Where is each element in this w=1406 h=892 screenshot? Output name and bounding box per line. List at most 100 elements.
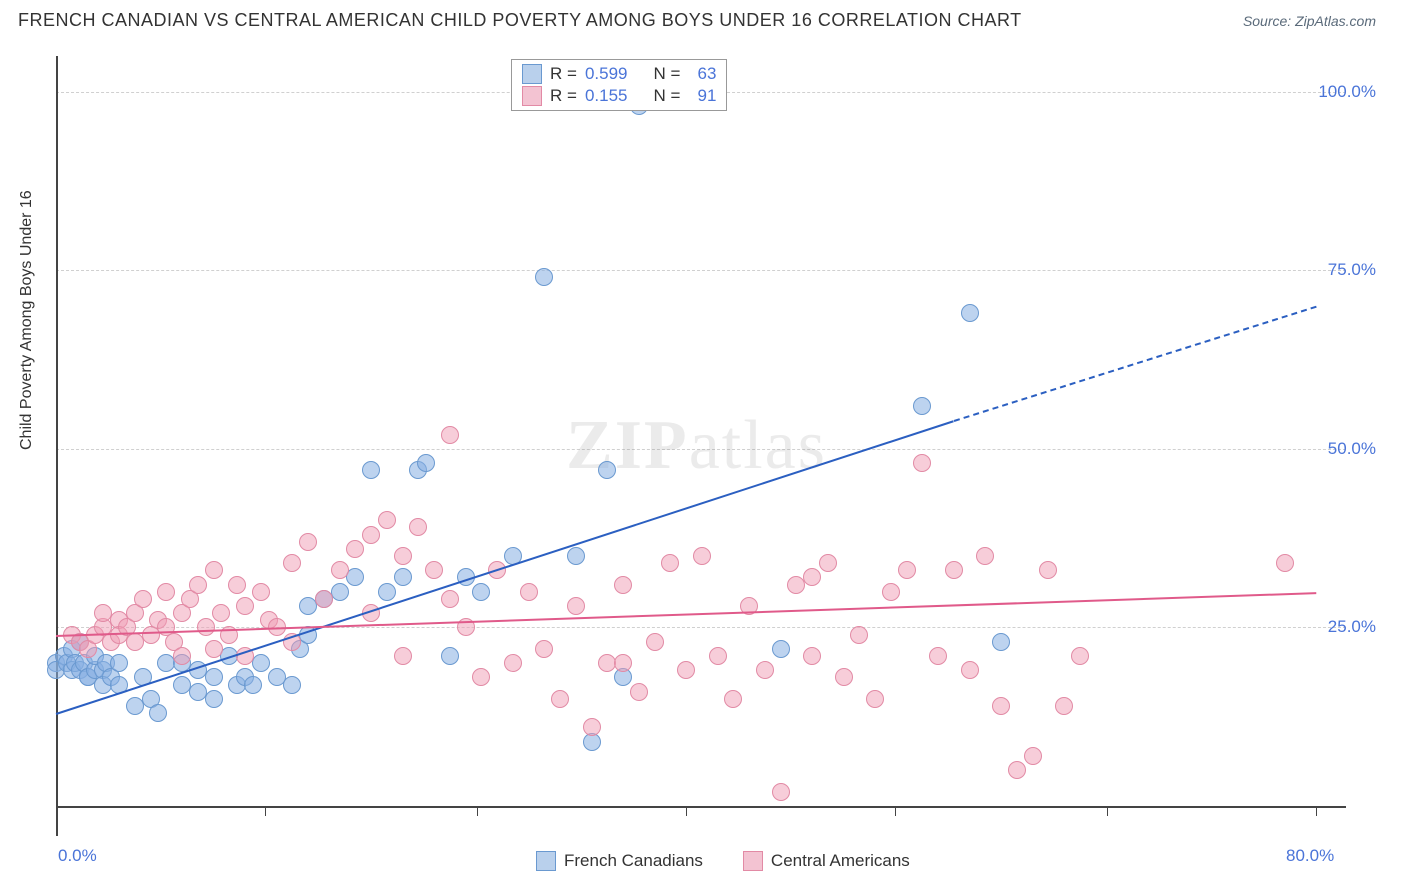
- data-point: [961, 661, 979, 679]
- data-point: [409, 518, 427, 536]
- r-label: R =: [550, 64, 577, 84]
- data-point: [394, 547, 412, 565]
- data-point: [504, 654, 522, 672]
- data-point: [212, 604, 230, 622]
- chart-area: 25.0%50.0%75.0%100.0%0.0%80.0%ZIPatlasR …: [56, 56, 1376, 866]
- data-point: [803, 568, 821, 586]
- x-tick: [477, 806, 478, 816]
- data-point: [724, 690, 742, 708]
- data-point: [149, 704, 167, 722]
- data-point: [535, 268, 553, 286]
- data-point: [331, 583, 349, 601]
- stat-row: R =0.599N =63: [522, 64, 716, 84]
- legend-swatch: [743, 851, 763, 871]
- y-tick-label: 50.0%: [1328, 439, 1376, 459]
- stat-row: R =0.155N =91: [522, 86, 716, 106]
- data-point: [378, 583, 396, 601]
- data-point: [283, 676, 301, 694]
- legend-label: Central Americans: [771, 851, 910, 871]
- y-axis-label: Child Poverty Among Boys Under 16: [18, 190, 36, 450]
- data-point: [803, 647, 821, 665]
- x-tick-label: 0.0%: [58, 846, 97, 866]
- data-point: [835, 668, 853, 686]
- chart-title: FRENCH CANADIAN VS CENTRAL AMERICAN CHIL…: [18, 10, 1022, 31]
- data-point: [661, 554, 679, 572]
- data-point: [441, 426, 459, 444]
- data-point: [252, 583, 270, 601]
- data-point: [520, 583, 538, 601]
- legend-label: French Canadians: [564, 851, 703, 871]
- data-point: [756, 661, 774, 679]
- data-point: [205, 690, 223, 708]
- data-point: [693, 547, 711, 565]
- x-tick: [1316, 806, 1317, 816]
- data-point: [898, 561, 916, 579]
- data-point: [961, 304, 979, 322]
- r-label: R =: [550, 86, 577, 106]
- y-axis: [56, 56, 58, 836]
- data-point: [441, 590, 459, 608]
- title-bar: FRENCH CANADIAN VS CENTRAL AMERICAN CHIL…: [0, 0, 1406, 37]
- data-point: [1276, 554, 1294, 572]
- data-point: [472, 583, 490, 601]
- data-point: [189, 576, 207, 594]
- data-point: [583, 718, 601, 736]
- data-point: [819, 554, 837, 572]
- y-tick-label: 100.0%: [1318, 82, 1376, 102]
- x-tick-label: 80.0%: [1286, 846, 1334, 866]
- data-point: [772, 640, 790, 658]
- data-point: [614, 654, 632, 672]
- data-point: [331, 561, 349, 579]
- x-tick: [895, 806, 896, 816]
- data-point: [346, 540, 364, 558]
- data-point: [283, 554, 301, 572]
- data-point: [252, 654, 270, 672]
- data-point: [929, 647, 947, 665]
- y-tick-label: 25.0%: [1328, 617, 1376, 637]
- data-point: [866, 690, 884, 708]
- data-point: [1039, 561, 1057, 579]
- data-point: [472, 668, 490, 686]
- x-tick: [686, 806, 687, 816]
- data-point: [1024, 747, 1042, 765]
- n-label: N =: [653, 86, 680, 106]
- legend-item: French Canadians: [536, 851, 703, 871]
- gridline: [56, 270, 1346, 271]
- data-point: [551, 690, 569, 708]
- data-point: [850, 626, 868, 644]
- data-point: [992, 697, 1010, 715]
- series-swatch: [522, 86, 542, 106]
- x-axis: [56, 806, 1346, 808]
- data-point: [630, 683, 648, 701]
- data-point: [205, 561, 223, 579]
- r-value: 0.155: [585, 86, 628, 106]
- data-point: [425, 561, 443, 579]
- legend-swatch: [536, 851, 556, 871]
- legend: French Canadians Central Americans: [536, 851, 910, 871]
- x-tick: [56, 806, 57, 816]
- data-point: [378, 511, 396, 529]
- trend-line: [953, 306, 1316, 422]
- data-point: [614, 576, 632, 594]
- x-tick: [1107, 806, 1108, 816]
- data-point: [197, 618, 215, 636]
- data-point: [417, 454, 435, 472]
- data-point: [567, 547, 585, 565]
- data-point: [362, 461, 380, 479]
- data-point: [1055, 697, 1073, 715]
- data-point: [110, 654, 128, 672]
- series-swatch: [522, 64, 542, 84]
- y-tick-label: 75.0%: [1328, 260, 1376, 280]
- data-point: [315, 590, 333, 608]
- correlation-stats-box: R =0.599N =63R =0.155N =91: [511, 59, 727, 111]
- data-point: [299, 533, 317, 551]
- data-point: [677, 661, 695, 679]
- data-point: [441, 647, 459, 665]
- data-point: [394, 568, 412, 586]
- data-point: [709, 647, 727, 665]
- scatter-plot: 25.0%50.0%75.0%100.0%0.0%80.0%ZIPatlasR …: [56, 56, 1376, 866]
- data-point: [913, 397, 931, 415]
- data-point: [134, 590, 152, 608]
- data-point: [205, 640, 223, 658]
- data-point: [394, 647, 412, 665]
